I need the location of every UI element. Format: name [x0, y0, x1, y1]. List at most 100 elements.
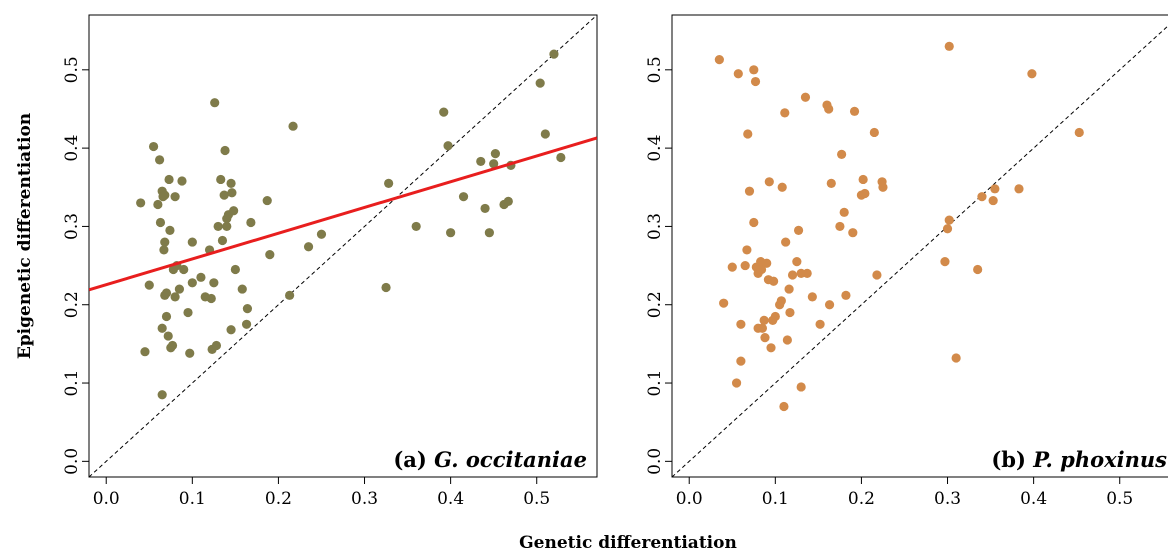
y-tick-label: 0.4 [62, 135, 82, 162]
data-point [780, 108, 790, 118]
identity-line [89, 15, 597, 477]
data-point [849, 106, 860, 116]
data-point [222, 221, 232, 232]
data-point [183, 307, 193, 318]
data-point [153, 199, 163, 210]
x-tick-label: 0.2 [848, 489, 875, 509]
data-point [458, 192, 469, 202]
data-point [749, 217, 759, 228]
data-point [744, 186, 755, 196]
plot-frame [671, 14, 1168, 478]
x-axis-ticks: 0.0 0.1 0.2 0.3 0.4 0.5 [676, 477, 1133, 509]
data-point [733, 69, 743, 79]
data-point [837, 149, 847, 159]
data-point [759, 315, 769, 325]
y-tick-label: 0.1 [645, 370, 665, 397]
data-point [878, 182, 888, 192]
data-point [802, 268, 812, 279]
data-points [136, 49, 566, 400]
data-point [860, 188, 870, 199]
data-point [990, 184, 1000, 194]
y-tick-label: 0.2 [645, 291, 665, 318]
data-point [848, 228, 858, 238]
data-point [826, 178, 836, 188]
data-point [159, 245, 169, 255]
data-point [226, 178, 236, 188]
data-point [835, 221, 845, 232]
data-point [185, 348, 195, 358]
data-point [219, 190, 229, 200]
data-point [973, 264, 983, 275]
data-point [841, 290, 851, 300]
y-axis-ticks: 0.0 0.1 0.2 0.3 0.4 0.5 [62, 56, 89, 475]
data-point [764, 177, 774, 187]
data-point [157, 323, 167, 333]
data-point [163, 331, 173, 341]
data-point [167, 340, 178, 351]
data-point [742, 245, 752, 255]
data-point [229, 206, 239, 216]
panel-a: 0.0 0.1 0.2 0.3 0.4 0.5 0.0 0.1 0.2 0.3 0.4 0.5 (a… [62, 14, 598, 509]
data-point [792, 257, 802, 267]
x-axis-title: Genetic differentiation [519, 533, 737, 553]
data-point [411, 221, 421, 232]
y-tick-label: 0.0 [62, 448, 82, 475]
data-point [756, 264, 767, 275]
data-point [265, 250, 275, 260]
x-tick-label: 0.2 [265, 489, 292, 509]
data-point [220, 145, 230, 156]
data-point [489, 159, 499, 169]
x-tick-label: 0.3 [351, 489, 378, 509]
x-tick-label: 0.0 [93, 489, 120, 509]
data-point [476, 156, 486, 167]
data-point [210, 98, 220, 108]
data-point [540, 129, 550, 139]
data-point [731, 378, 742, 388]
data-point [155, 217, 166, 228]
data-point [136, 198, 146, 208]
data-point [217, 235, 228, 246]
data-point [858, 174, 868, 185]
data-point [951, 353, 961, 363]
x-axis-ticks: 0.0 0.1 0.2 0.3 0.4 0.5 [93, 477, 550, 509]
data-point [769, 276, 779, 286]
x-tick-label: 0.4 [1020, 489, 1047, 509]
y-tick-label: 0.4 [645, 135, 665, 162]
data-point [762, 258, 772, 268]
data-point [303, 242, 314, 252]
data-point [782, 335, 792, 345]
data-point [988, 195, 998, 206]
data-point [977, 192, 987, 202]
data-point [170, 292, 180, 302]
y-tick-label: 0.5 [645, 56, 665, 83]
data-point [535, 78, 545, 88]
data-point [206, 293, 216, 304]
data-point [187, 278, 197, 288]
data-point [770, 311, 780, 322]
data-point [869, 127, 879, 138]
data-point [549, 49, 559, 59]
plot-frame [88, 14, 598, 478]
data-points [714, 41, 1084, 412]
data-point [1027, 69, 1037, 79]
data-point [179, 264, 189, 275]
y-tick-label: 0.2 [62, 291, 82, 318]
data-point [164, 174, 174, 185]
data-point [484, 228, 494, 238]
data-point [824, 300, 835, 310]
panel-label: (b) P. phoxinus [991, 447, 1167, 472]
data-point [446, 228, 456, 238]
data-point [170, 192, 180, 202]
regression-line [89, 136, 597, 292]
data-point [165, 225, 175, 235]
data-point [736, 319, 746, 329]
data-point [241, 319, 252, 329]
data-point [781, 237, 791, 247]
x-tick-label: 0.3 [934, 489, 961, 509]
data-point [177, 176, 187, 186]
data-point [743, 129, 753, 139]
data-point [719, 298, 729, 308]
data-point [242, 304, 253, 314]
data-point [785, 307, 795, 318]
y-axis-title: Epigenetic differentiation [15, 113, 35, 359]
